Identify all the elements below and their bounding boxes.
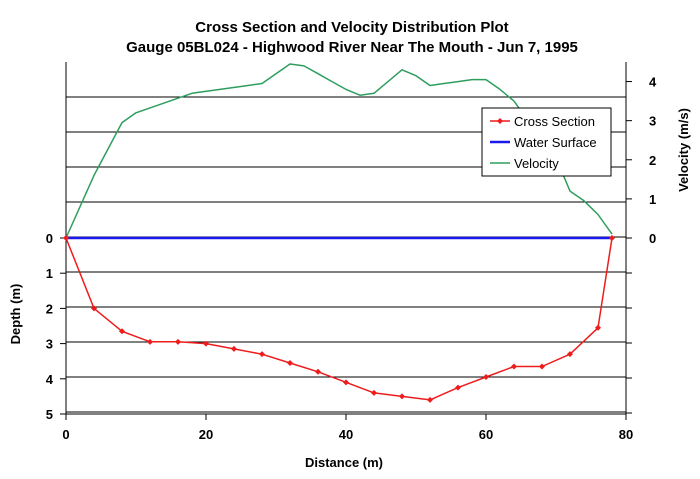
data-point-cross-section <box>567 351 573 358</box>
data-point-cross-section <box>371 389 377 396</box>
depth-tick-label: 4 <box>46 372 54 387</box>
velocity-tick-label: 3 <box>649 114 656 129</box>
data-point-cross-section <box>343 379 349 386</box>
velocity-tick-label: 0 <box>649 231 656 246</box>
legend-label-water-surface: Water Surface <box>514 135 597 150</box>
chart-title: Cross Section and Velocity Distribution … <box>195 19 508 36</box>
data-point-cross-section <box>315 368 321 375</box>
legend-item-water-surface: Water Surface <box>490 135 597 150</box>
legend-item-cross-section: Cross Section <box>490 114 595 129</box>
legend-label-velocity: Velocity <box>514 156 559 171</box>
data-point-cross-section <box>175 338 181 345</box>
chart-subtitle: Gauge 05BL024 - Highwood River Near The … <box>126 39 578 56</box>
data-point-cross-section <box>511 363 517 370</box>
x-axis-ticks: 0 20 40 60 80 <box>62 414 633 442</box>
legend-label-cross-section: Cross Section <box>514 114 595 129</box>
depth-tick-label: 2 <box>46 301 53 316</box>
depth-tick-label: 0 <box>46 231 53 246</box>
legend: Cross Section Water Surface Velocity <box>481 107 612 177</box>
x-tick-label: 60 <box>479 427 493 442</box>
data-point-cross-section <box>595 324 601 331</box>
data-point-cross-section <box>609 235 615 241</box>
depth-axis-label: Depth (m) <box>8 284 23 345</box>
data-point-cross-section <box>119 328 125 335</box>
data-point-cross-section <box>539 363 545 370</box>
x-tick-label: 20 <box>199 427 213 442</box>
data-point-cross-section <box>63 235 69 241</box>
series-line-cross-section <box>65 237 613 401</box>
velocity-tick-label: 1 <box>649 192 656 207</box>
data-point-cross-section <box>147 338 153 345</box>
depth-tick-label: 1 <box>46 266 53 281</box>
depth-tick-label: 5 <box>46 407 53 422</box>
data-point-cross-section <box>91 305 97 312</box>
data-point-cross-section <box>259 351 265 358</box>
data-point-cross-section <box>287 359 293 366</box>
x-tick-label: 40 <box>339 427 353 442</box>
x-tick-label: 0 <box>62 427 69 442</box>
data-point-cross-section <box>483 374 489 381</box>
x-tick-label: 80 <box>619 427 633 442</box>
velocity-tick-label: 2 <box>649 153 656 168</box>
velocity-axis-label: Velocity (m/s) <box>676 108 691 192</box>
data-point-cross-section <box>231 345 237 352</box>
velocity-axis-ticks: 0 1 2 3 4 <box>626 75 657 414</box>
depth-axis-ticks: 0 1 2 3 4 5 <box>46 231 66 422</box>
data-point-cross-section <box>427 396 433 403</box>
data-point-cross-section <box>399 393 405 400</box>
data-point-cross-section <box>203 340 209 347</box>
legend-marker-cross-section <box>497 118 503 124</box>
data-point-cross-section <box>455 384 461 391</box>
depth-tick-label: 3 <box>46 337 53 352</box>
x-axis-label: Distance (m) <box>305 455 383 470</box>
velocity-tick-label: 4 <box>649 75 657 90</box>
legend-item-velocity: Velocity <box>490 156 559 171</box>
